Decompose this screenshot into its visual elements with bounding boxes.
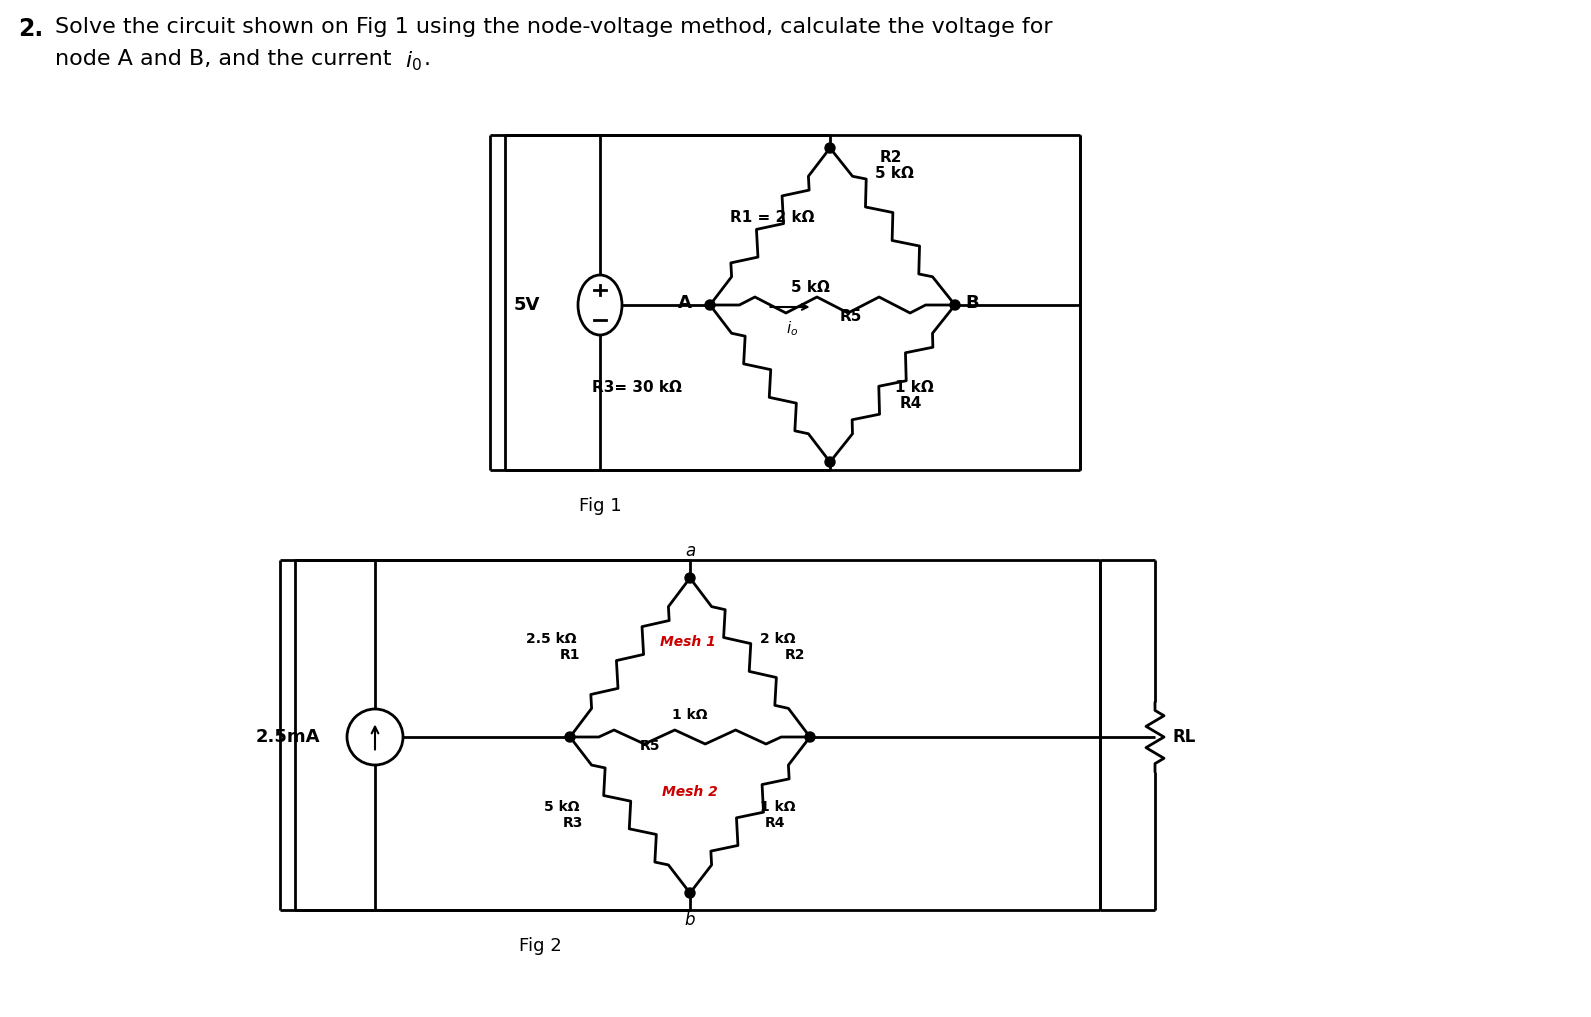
- Text: 2.5 kΩ: 2.5 kΩ: [527, 632, 578, 646]
- Text: R5: R5: [840, 309, 862, 324]
- Text: .: .: [423, 49, 431, 69]
- Circle shape: [826, 143, 835, 153]
- Text: 1 kΩ: 1 kΩ: [760, 800, 796, 814]
- Text: b: b: [684, 911, 695, 929]
- Text: Solve the circuit shown on Fig 1 using the node-voltage method, calculate the vo: Solve the circuit shown on Fig 1 using t…: [56, 17, 1053, 37]
- Text: Mesh 1: Mesh 1: [660, 635, 716, 649]
- Text: B: B: [966, 294, 978, 312]
- Circle shape: [686, 573, 695, 583]
- Text: Fig 1: Fig 1: [579, 497, 622, 515]
- Text: a: a: [684, 542, 695, 560]
- Text: $i_0$: $i_0$: [406, 49, 422, 72]
- Text: 2 kΩ: 2 kΩ: [760, 632, 796, 646]
- Text: R2: R2: [784, 648, 805, 662]
- Circle shape: [805, 732, 815, 742]
- Text: R1: R1: [560, 648, 581, 662]
- Text: 5 kΩ: 5 kΩ: [875, 167, 913, 181]
- Text: $i_o$: $i_o$: [786, 319, 799, 338]
- Circle shape: [950, 300, 959, 310]
- Text: R4: R4: [901, 396, 923, 411]
- Text: 2.: 2.: [18, 17, 43, 41]
- Text: 5V: 5V: [514, 296, 539, 314]
- Text: R2: R2: [880, 149, 902, 165]
- Text: R5: R5: [640, 739, 660, 753]
- Text: R4: R4: [765, 816, 786, 830]
- Text: R3= 30 kΩ: R3= 30 kΩ: [592, 379, 683, 395]
- Text: 5 kΩ: 5 kΩ: [791, 280, 829, 295]
- Circle shape: [705, 300, 714, 310]
- Text: Mesh 2: Mesh 2: [662, 785, 718, 799]
- Circle shape: [826, 457, 835, 467]
- Text: 2.5mA: 2.5mA: [256, 728, 320, 746]
- Text: Fig 2: Fig 2: [519, 937, 562, 955]
- Circle shape: [686, 888, 695, 898]
- Text: 1 kΩ: 1 kΩ: [896, 379, 934, 395]
- Text: RL: RL: [1173, 728, 1196, 746]
- Text: 5 kΩ: 5 kΩ: [544, 800, 581, 814]
- Text: R3: R3: [563, 816, 582, 830]
- Text: A: A: [678, 294, 692, 312]
- Text: R1 = 2 kΩ: R1 = 2 kΩ: [730, 210, 815, 225]
- Text: node A and B, and the current: node A and B, and the current: [56, 49, 399, 69]
- Circle shape: [565, 732, 574, 742]
- Text: 1 kΩ: 1 kΩ: [673, 708, 708, 722]
